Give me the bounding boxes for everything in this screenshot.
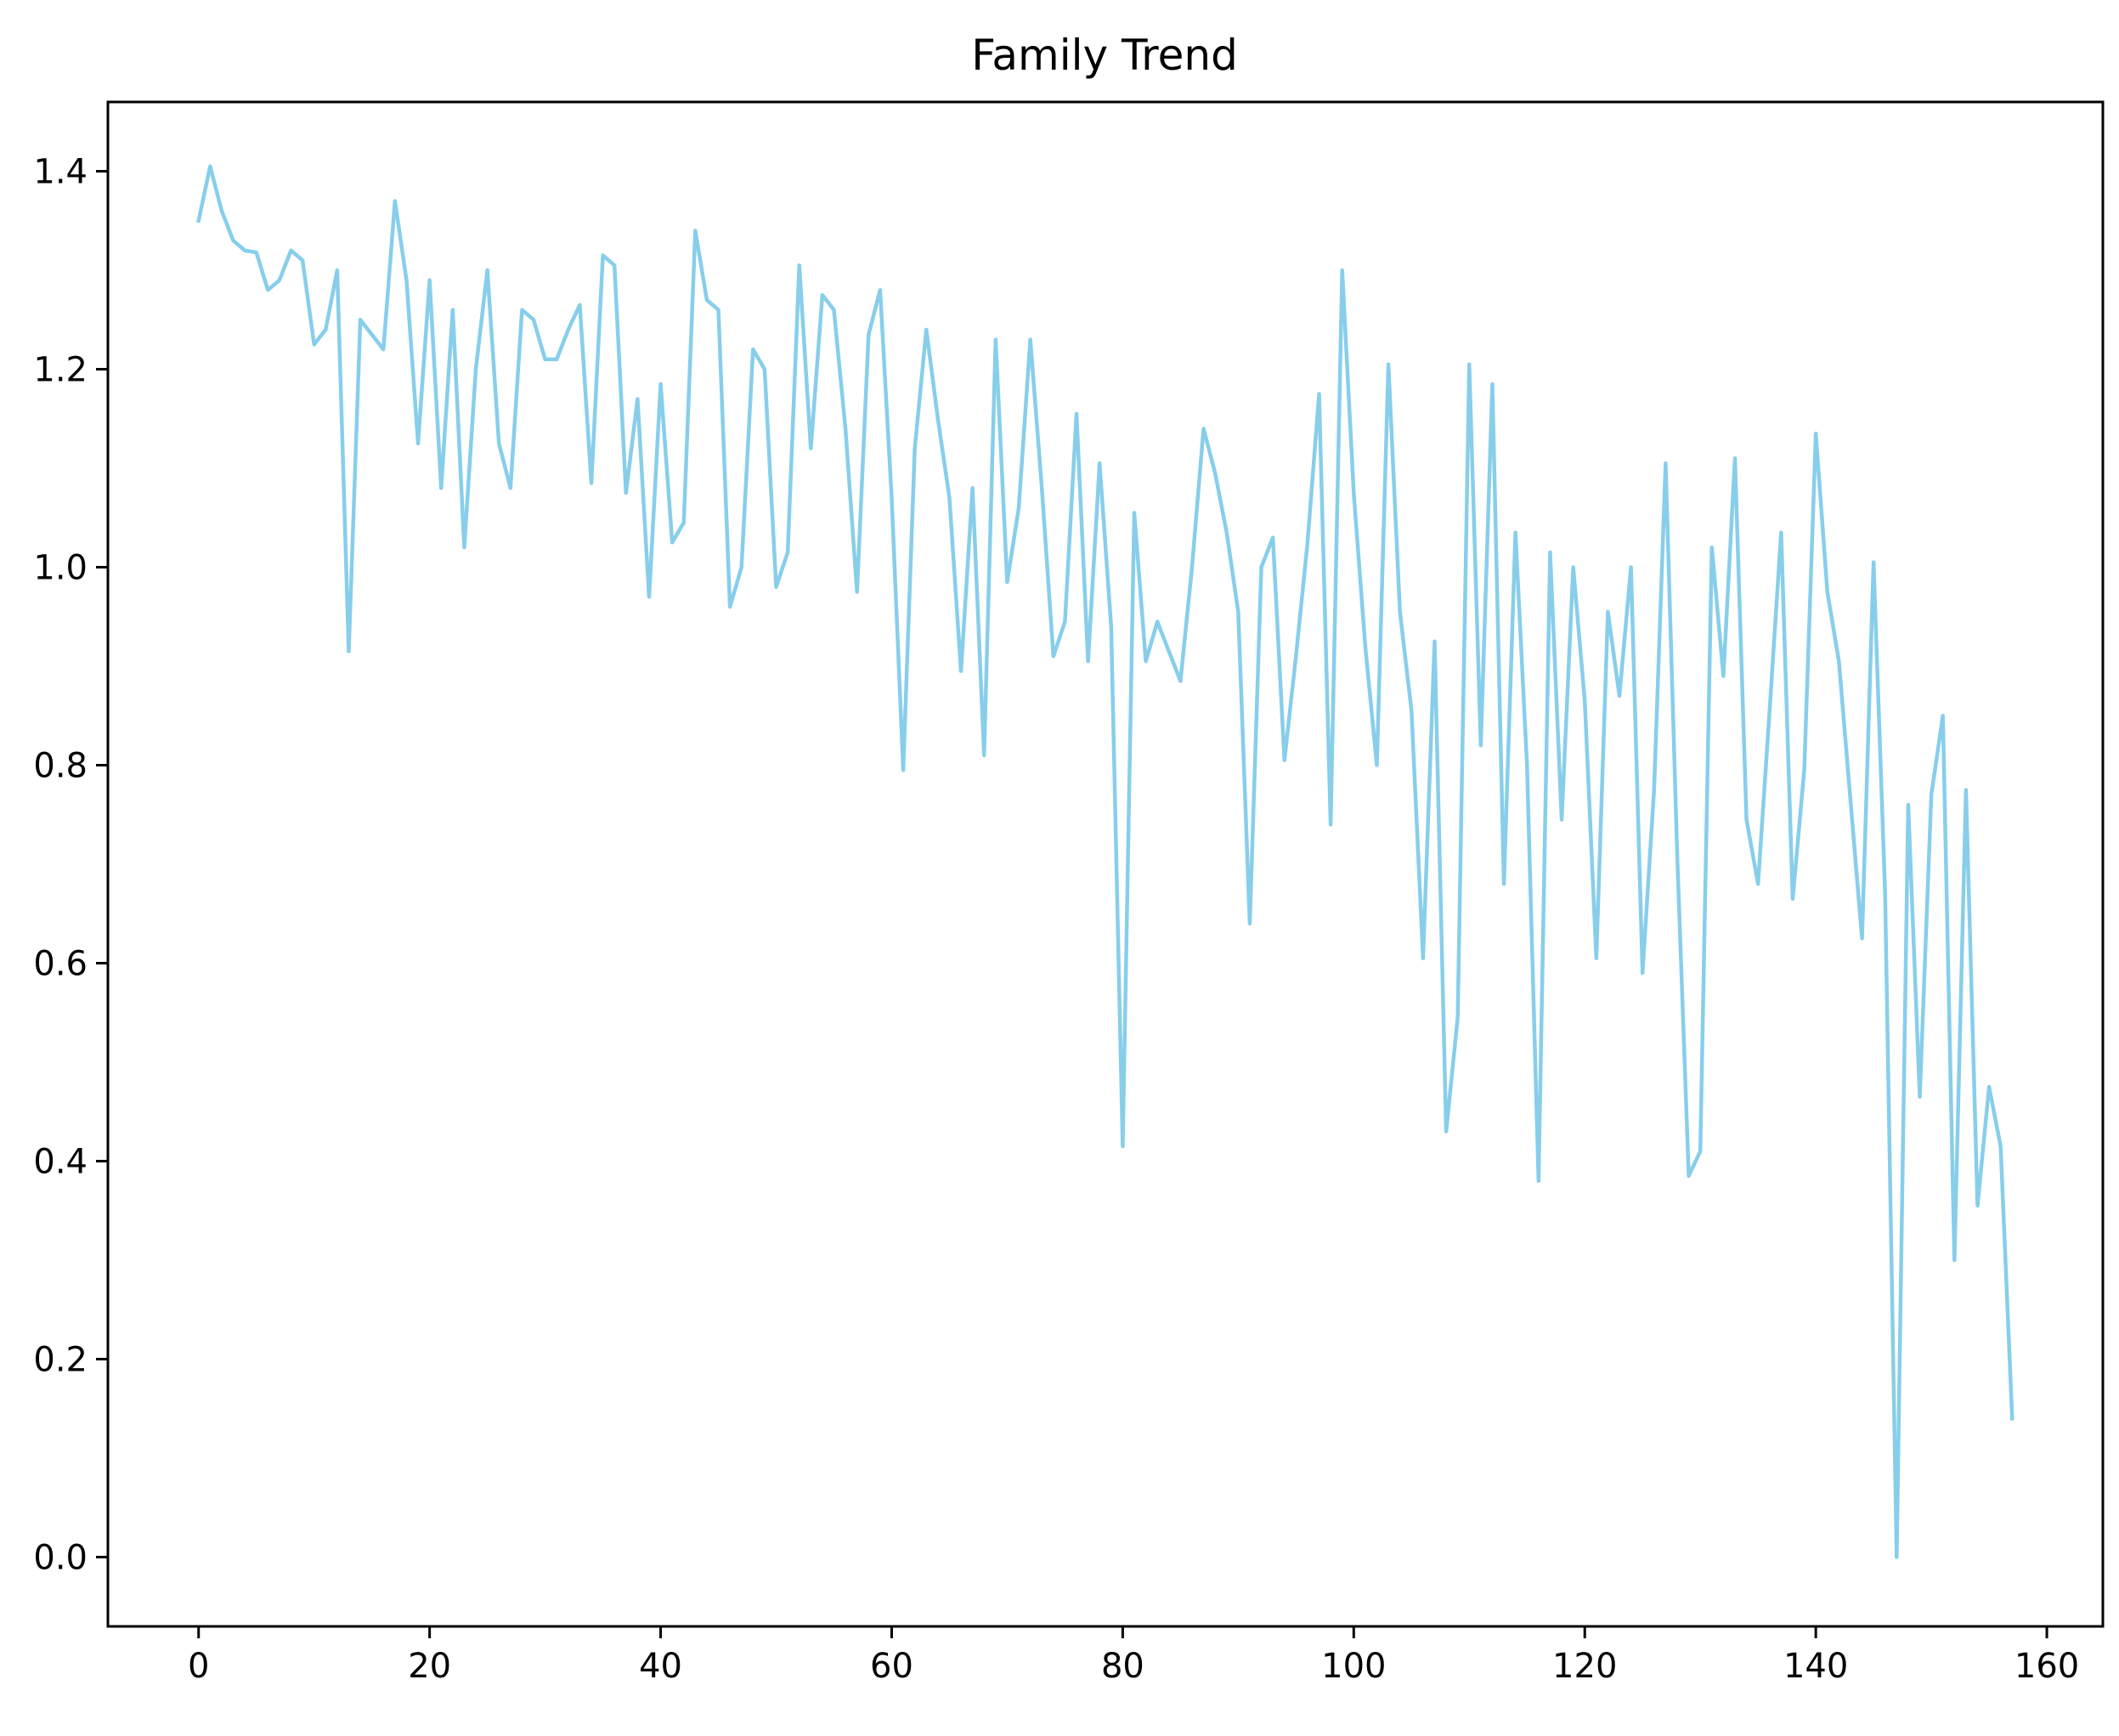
x-tick-label: 20 [408,1647,451,1686]
x-tick-label: 140 [1783,1647,1848,1686]
x-tick-label: 40 [639,1647,682,1686]
y-tick-label: 1.0 [33,549,88,588]
plot-area [196,164,2014,1559]
y-tick-label: 0.8 [33,747,88,786]
y-tick-label: 0.2 [33,1340,88,1379]
x-tick-label: 160 [2014,1647,2079,1686]
y-tick-label: 1.4 [33,153,88,192]
x-tick-label: 120 [1552,1647,1617,1686]
x-tick-label: 100 [1321,1647,1386,1686]
y-tick-label: 1.2 [33,351,88,390]
y-tick-label: 0.6 [33,944,88,983]
x-tick-label: 60 [870,1647,913,1686]
axes: 0 20 40 60 80 100 120 140 160 0.0 0.2 0.4 0.6 0.8 1.0 1… [33,100,2105,1686]
chart-title: Family Trend [971,31,1238,80]
x-tick-label: 80 [1101,1647,1144,1686]
series-line-0 [196,164,2014,1559]
y-tick-label: 0.4 [33,1142,88,1181]
plot-frame [106,100,2105,1628]
x-tick-label: 0 [188,1647,209,1686]
y-tick-label: 0.0 [33,1538,88,1577]
